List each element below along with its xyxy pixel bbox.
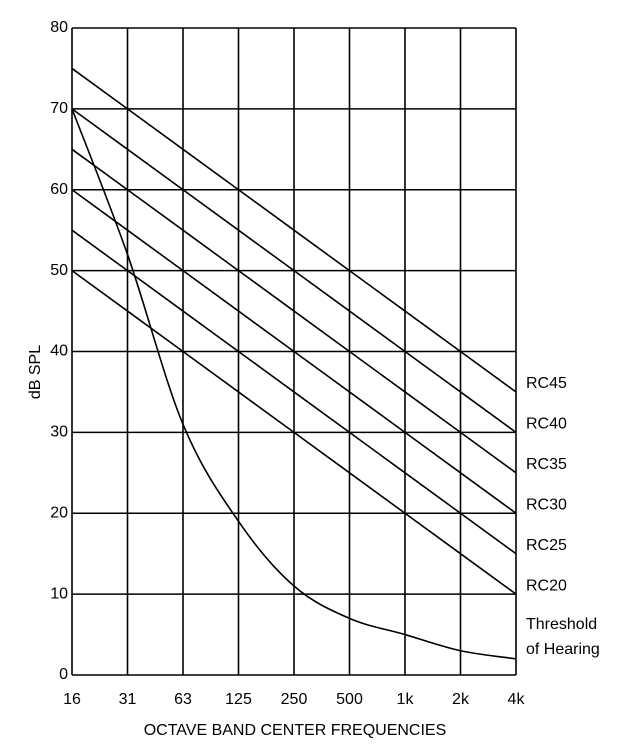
series-line-rc45 (71, 67, 517, 393)
y-tick-label-10: 10 (50, 585, 68, 602)
y-tick-label-70: 70 (50, 100, 68, 117)
y-tick-label-0: 0 (59, 666, 68, 683)
x-tick-label-31: 31 (119, 691, 137, 708)
x-tick-label-250: 250 (281, 691, 308, 708)
series-label-rc45: RC45 (526, 375, 567, 392)
series-line-rc25 (71, 229, 517, 555)
threshold-label-line1: Threshold (526, 616, 597, 633)
threshold-curve (71, 108, 517, 660)
y-tick-label-30: 30 (50, 424, 68, 441)
x-axis-ticks: 16 31 63 125 250 500 1k 2k 4k (63, 691, 525, 708)
y-tick-label-20: 20 (50, 504, 68, 521)
series-line-rc40 (71, 108, 517, 434)
x-tick-label-4k: 4k (508, 691, 526, 708)
x-tick-label-1k: 1k (397, 691, 415, 708)
y-tick-label-50: 50 (50, 262, 68, 279)
series-label-rc25: RC25 (526, 537, 567, 554)
x-tick-label-2k: 2k (452, 691, 470, 708)
threshold-of-hearing-line (71, 108, 517, 660)
x-axis-title: OCTAVE BAND CENTER FREQUENCIES (144, 722, 447, 739)
y-axis-title: dB SPL (27, 345, 44, 399)
threshold-label-line2: of Hearing (526, 641, 600, 658)
series-line-rc30 (71, 189, 517, 514)
series-label-rc40: RC40 (526, 416, 567, 433)
series-labels: RC45 RC40 RC35 RC30 RC25 RC20 Threshold of Hear… (526, 375, 600, 658)
rc-series (71, 67, 517, 595)
series-line-rc20 (71, 269, 517, 595)
x-tick-label-63: 63 (174, 691, 192, 708)
y-tick-label-40: 40 (50, 343, 68, 360)
series-line-rc35 (71, 148, 517, 474)
series-label-rc30: RC30 (526, 496, 567, 513)
series-label-rc35: RC35 (526, 456, 567, 473)
x-tick-label-500: 500 (336, 691, 363, 708)
y-tick-label-60: 60 (50, 181, 68, 198)
y-tick-label-80: 80 (50, 19, 68, 36)
series-label-rc20: RC20 (526, 577, 567, 594)
x-tick-label-16: 16 (63, 691, 81, 708)
x-tick-label-125: 125 (225, 691, 252, 708)
y-axis-ticks: 0 10 20 30 40 50 60 70 80 (50, 19, 68, 683)
